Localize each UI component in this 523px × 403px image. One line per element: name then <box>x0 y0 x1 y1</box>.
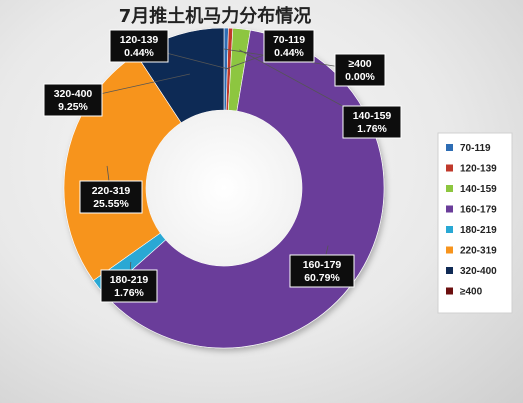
legend-item-160-179: 160-179 <box>446 205 497 216</box>
legend-label-220-319: 220-319 <box>460 246 497 257</box>
callout-box-120-139 <box>109 29 169 63</box>
callout-category-140-159: 140-159 <box>353 110 392 122</box>
legend-item-140-159: 140-159 <box>446 184 497 195</box>
callout-box-220-319 <box>79 180 143 214</box>
callout-box-180-219 <box>100 269 158 303</box>
callout-box-ge400 <box>334 53 386 87</box>
legend-label-70-119: 70-119 <box>460 143 491 154</box>
callout-box-70-119 <box>263 29 315 63</box>
legend-item-70-119: 70-119 <box>446 143 491 154</box>
callout-box-160-179 <box>289 254 355 288</box>
callout-value-160-179: 60.79% <box>304 272 340 284</box>
legend-swatch-140-159 <box>446 185 453 192</box>
legend-swatch-120-139 <box>446 164 453 172</box>
callout-category-ge400: ≥400 <box>348 58 371 70</box>
legend-item-ge400: ≥400 <box>446 287 483 298</box>
legend-item-180-219: 180-219 <box>446 225 497 236</box>
callout-value-ge400: 0.00% <box>345 71 375 83</box>
legend-label-120-139: 120-139 <box>460 164 497 175</box>
callout-category-160-179: 160-179 <box>303 259 342 271</box>
callout-category-180-219: 180-219 <box>110 274 149 286</box>
callout-value-120-139: 0.44% <box>124 47 154 59</box>
callout-box-320-400 <box>43 83 103 117</box>
callout-value-320-400: 9.25% <box>58 101 88 113</box>
callout-category-120-139: 120-139 <box>120 34 159 46</box>
legend-item-220-319: 220-319 <box>446 246 497 257</box>
legend-swatch-220-319 <box>446 246 453 254</box>
callout-box-140-159 <box>342 105 402 139</box>
callout-value-70-119: 0.44% <box>274 47 304 59</box>
legend-box <box>437 132 513 314</box>
callout-category-70-119: 70-119 <box>273 34 305 46</box>
callout-category-320-400: 320-400 <box>54 88 93 100</box>
callout-value-140-159: 1.76% <box>357 123 387 135</box>
callout-category-220-319: 220-319 <box>92 185 131 197</box>
legend-swatch-70-119 <box>446 144 453 151</box>
legend-label-ge400: ≥400 <box>460 287 483 298</box>
legend-item-120-139: 120-139 <box>446 164 497 175</box>
legend-swatch-320-400 <box>446 267 453 274</box>
legend-label-320-400: 320-400 <box>460 266 497 277</box>
legend-item-320-400: 320-400 <box>446 266 497 277</box>
legend-swatch-ge400 <box>446 287 453 295</box>
callout-value-180-219: 1.76% <box>114 287 144 299</box>
legend-label-140-159: 140-159 <box>460 184 497 195</box>
legend-label-180-219: 180-219 <box>460 225 497 236</box>
callout-value-220-319: 25.55% <box>93 198 129 210</box>
donut-hole <box>146 110 302 266</box>
legend-swatch-160-179 <box>446 205 453 213</box>
legend-swatch-180-219 <box>446 226 453 233</box>
legend-label-160-179: 160-179 <box>460 205 497 216</box>
chart-title: 7月推土机马力分布情况 <box>119 5 312 27</box>
